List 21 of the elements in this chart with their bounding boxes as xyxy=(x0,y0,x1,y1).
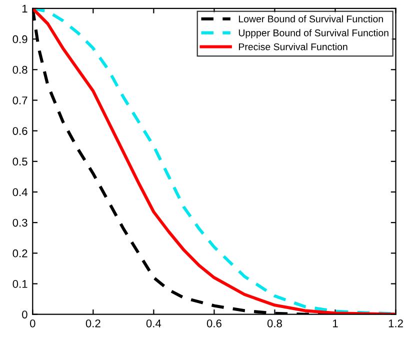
legend-label: Uppper Bound of Survival Function xyxy=(238,29,388,38)
legend-label: Precise Survival Function xyxy=(238,43,348,50)
y-tick-label: 0.8 xyxy=(12,66,28,74)
legend-label: Lower Bound of Survival Function xyxy=(238,15,383,22)
y-tick-label: 0.6 xyxy=(12,127,28,135)
x-tick-label: 0.4 xyxy=(146,319,162,328)
y-tick-label: 0.1 xyxy=(12,280,28,288)
y-tick-label: 1 xyxy=(22,4,28,12)
x-tick-label: 0.8 xyxy=(267,319,282,328)
y-tick-label: 0.9 xyxy=(12,35,28,44)
x-tick-label: 0.2 xyxy=(86,319,100,328)
y-tick-label: 0 xyxy=(22,310,28,318)
x-tick-label: 1 xyxy=(333,320,338,328)
y-tick-label: 0.3 xyxy=(12,218,28,227)
y-tick-label: 0.2 xyxy=(12,249,28,258)
x-tick-label: 0 xyxy=(30,319,36,328)
x-tick-label: 0.6 xyxy=(206,319,222,328)
y-tick-label: 0.7 xyxy=(12,96,28,104)
x-tick-label: 1.2 xyxy=(388,319,403,328)
y-tick-label: 0.5 xyxy=(12,158,28,166)
y-tick-label: 0.4 xyxy=(12,188,28,196)
